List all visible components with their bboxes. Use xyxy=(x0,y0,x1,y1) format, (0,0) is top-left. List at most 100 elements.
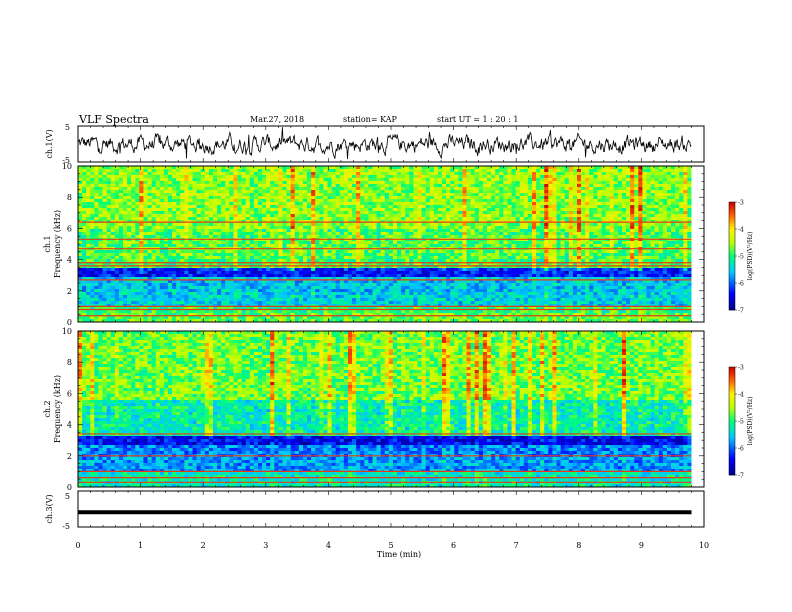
ch1-spec-cell xyxy=(392,181,398,185)
ch1-spec-cell xyxy=(442,184,447,188)
ch1-spec-cell xyxy=(536,241,541,245)
ch1-spec-cell xyxy=(143,250,148,254)
ch1-spec-cell xyxy=(519,250,525,254)
ch1-spec-cell xyxy=(388,190,394,194)
ch1-spec-cell xyxy=(311,181,316,185)
ch1-spec-cell xyxy=(131,226,136,230)
ch1-spec-cell xyxy=(319,250,324,254)
ch1-spec-cell xyxy=(331,205,336,209)
ch1-spec-cell xyxy=(98,202,103,206)
ch1-spec-cell xyxy=(233,190,238,194)
ch1-spec-cell xyxy=(442,199,447,203)
ch1-spec-cell xyxy=(192,181,197,185)
ch1-spec-cell xyxy=(253,235,259,239)
ch1-spec-cell xyxy=(180,232,185,236)
ch1-spec-cell xyxy=(634,256,639,260)
ch1-spec-cell xyxy=(388,196,394,200)
ch1-spec-cell xyxy=(540,259,545,263)
ch1-spec-cell xyxy=(266,253,271,257)
ch1-spec-cell xyxy=(585,187,590,191)
ch1-spec-cell xyxy=(474,253,480,257)
ch1-spec-cell xyxy=(405,244,410,248)
ch1-spec-cell xyxy=(294,169,300,173)
ch1-spec-cell xyxy=(155,169,161,173)
ch1-spec-cell xyxy=(163,208,169,212)
ch1-spec-cell xyxy=(278,259,283,263)
ch1-spec-cell xyxy=(413,250,418,254)
ch1-spec-cell xyxy=(470,211,476,215)
ch1-spec-cell xyxy=(572,199,578,203)
ch1-spec-cell xyxy=(212,208,218,212)
ch1-spec-cell xyxy=(172,235,177,239)
ch1-spec-cell xyxy=(347,250,353,254)
ch1-spec-cell xyxy=(540,244,545,248)
ch1-spec-cell xyxy=(491,232,496,236)
ch1-spec-cell xyxy=(601,193,606,197)
ch1-spec-cell xyxy=(217,244,222,248)
ch1-spec-cell xyxy=(531,226,537,230)
ch1-spec-cell xyxy=(253,241,259,245)
ch1-spec-cell xyxy=(589,169,594,173)
ch1-spec-cell xyxy=(540,217,545,221)
ch1-spec-cell xyxy=(159,250,165,254)
ch1-spec-cell xyxy=(511,253,516,257)
ch1-spec-cell xyxy=(466,232,471,236)
ch1-spec-cell xyxy=(638,184,643,188)
ch1-spec-cell xyxy=(642,235,647,239)
ch1-spec-cell xyxy=(605,250,610,254)
ch1-spec-cell xyxy=(450,166,455,170)
ch1-spec-cell xyxy=(486,235,492,239)
ch1-spec-cell xyxy=(143,256,148,260)
ch1-spec-cell xyxy=(527,217,533,221)
ch1-spec-cell xyxy=(556,256,561,260)
ch1-spec-cell xyxy=(339,184,345,188)
ch1-spec-cell xyxy=(380,211,386,215)
ch1-spec-cell xyxy=(466,214,471,218)
ch1-spec-cell xyxy=(167,187,173,191)
ch1-spec-cell xyxy=(327,187,332,191)
ch1-spec-cell xyxy=(110,259,116,263)
ch1-spec-cell xyxy=(503,172,508,176)
ch1-spec-cell xyxy=(274,250,279,254)
ch1-spec-cell xyxy=(519,256,525,260)
ch1-spec-cell xyxy=(466,166,471,170)
ch1-spec-cell xyxy=(343,181,349,185)
ch1-spec-cell xyxy=(204,244,210,248)
ch1-spec-cell xyxy=(564,226,570,230)
ch1-spec-cell xyxy=(229,244,234,248)
ch1-spec-cell xyxy=(172,211,177,215)
ch1-spec-cell xyxy=(78,229,83,233)
ch1-spec-cell xyxy=(78,244,83,248)
ch1-spec-cell xyxy=(364,223,369,227)
ch1-spec-cell xyxy=(114,235,120,239)
ch1-spec-cell xyxy=(176,184,181,188)
ch1-spec-cell xyxy=(548,235,553,239)
ch1-spec-cell xyxy=(617,175,623,179)
ch1-spec-cell xyxy=(139,262,144,266)
ch1-spec-cell xyxy=(94,193,99,197)
ch1-spec-cell xyxy=(339,181,345,185)
ch1-spec-cell xyxy=(454,256,459,260)
ch1-spec-cell xyxy=(376,232,381,236)
ch1-spec-cell xyxy=(257,178,263,182)
ch1-spec-cell xyxy=(245,241,251,245)
ch1-spec-cell xyxy=(564,256,570,260)
ch1-spec-cell xyxy=(319,193,324,197)
ch1-spec-cell xyxy=(135,196,140,200)
ch1-spec-cell xyxy=(540,205,545,209)
ch1-spec-cell xyxy=(642,214,647,218)
ch1-spec-cell xyxy=(421,229,426,233)
ch1-spec-cell xyxy=(495,196,500,200)
ch1-spec-cell xyxy=(331,214,336,218)
ch1-spec-cell xyxy=(568,172,574,176)
ch1-spec-cell xyxy=(176,226,181,230)
ch1-spec-cell xyxy=(249,253,255,257)
ch1-spec-cell xyxy=(482,229,488,233)
ch1-spec-cell xyxy=(650,250,655,254)
ch1-spec-cell xyxy=(450,217,455,221)
ch1-spec-cell xyxy=(217,229,222,233)
ch1-spec-cell xyxy=(253,229,259,233)
ch1-spec-cell xyxy=(433,205,439,209)
ch1-spec-cell xyxy=(486,229,492,233)
ch1-spec-cell xyxy=(163,202,169,206)
